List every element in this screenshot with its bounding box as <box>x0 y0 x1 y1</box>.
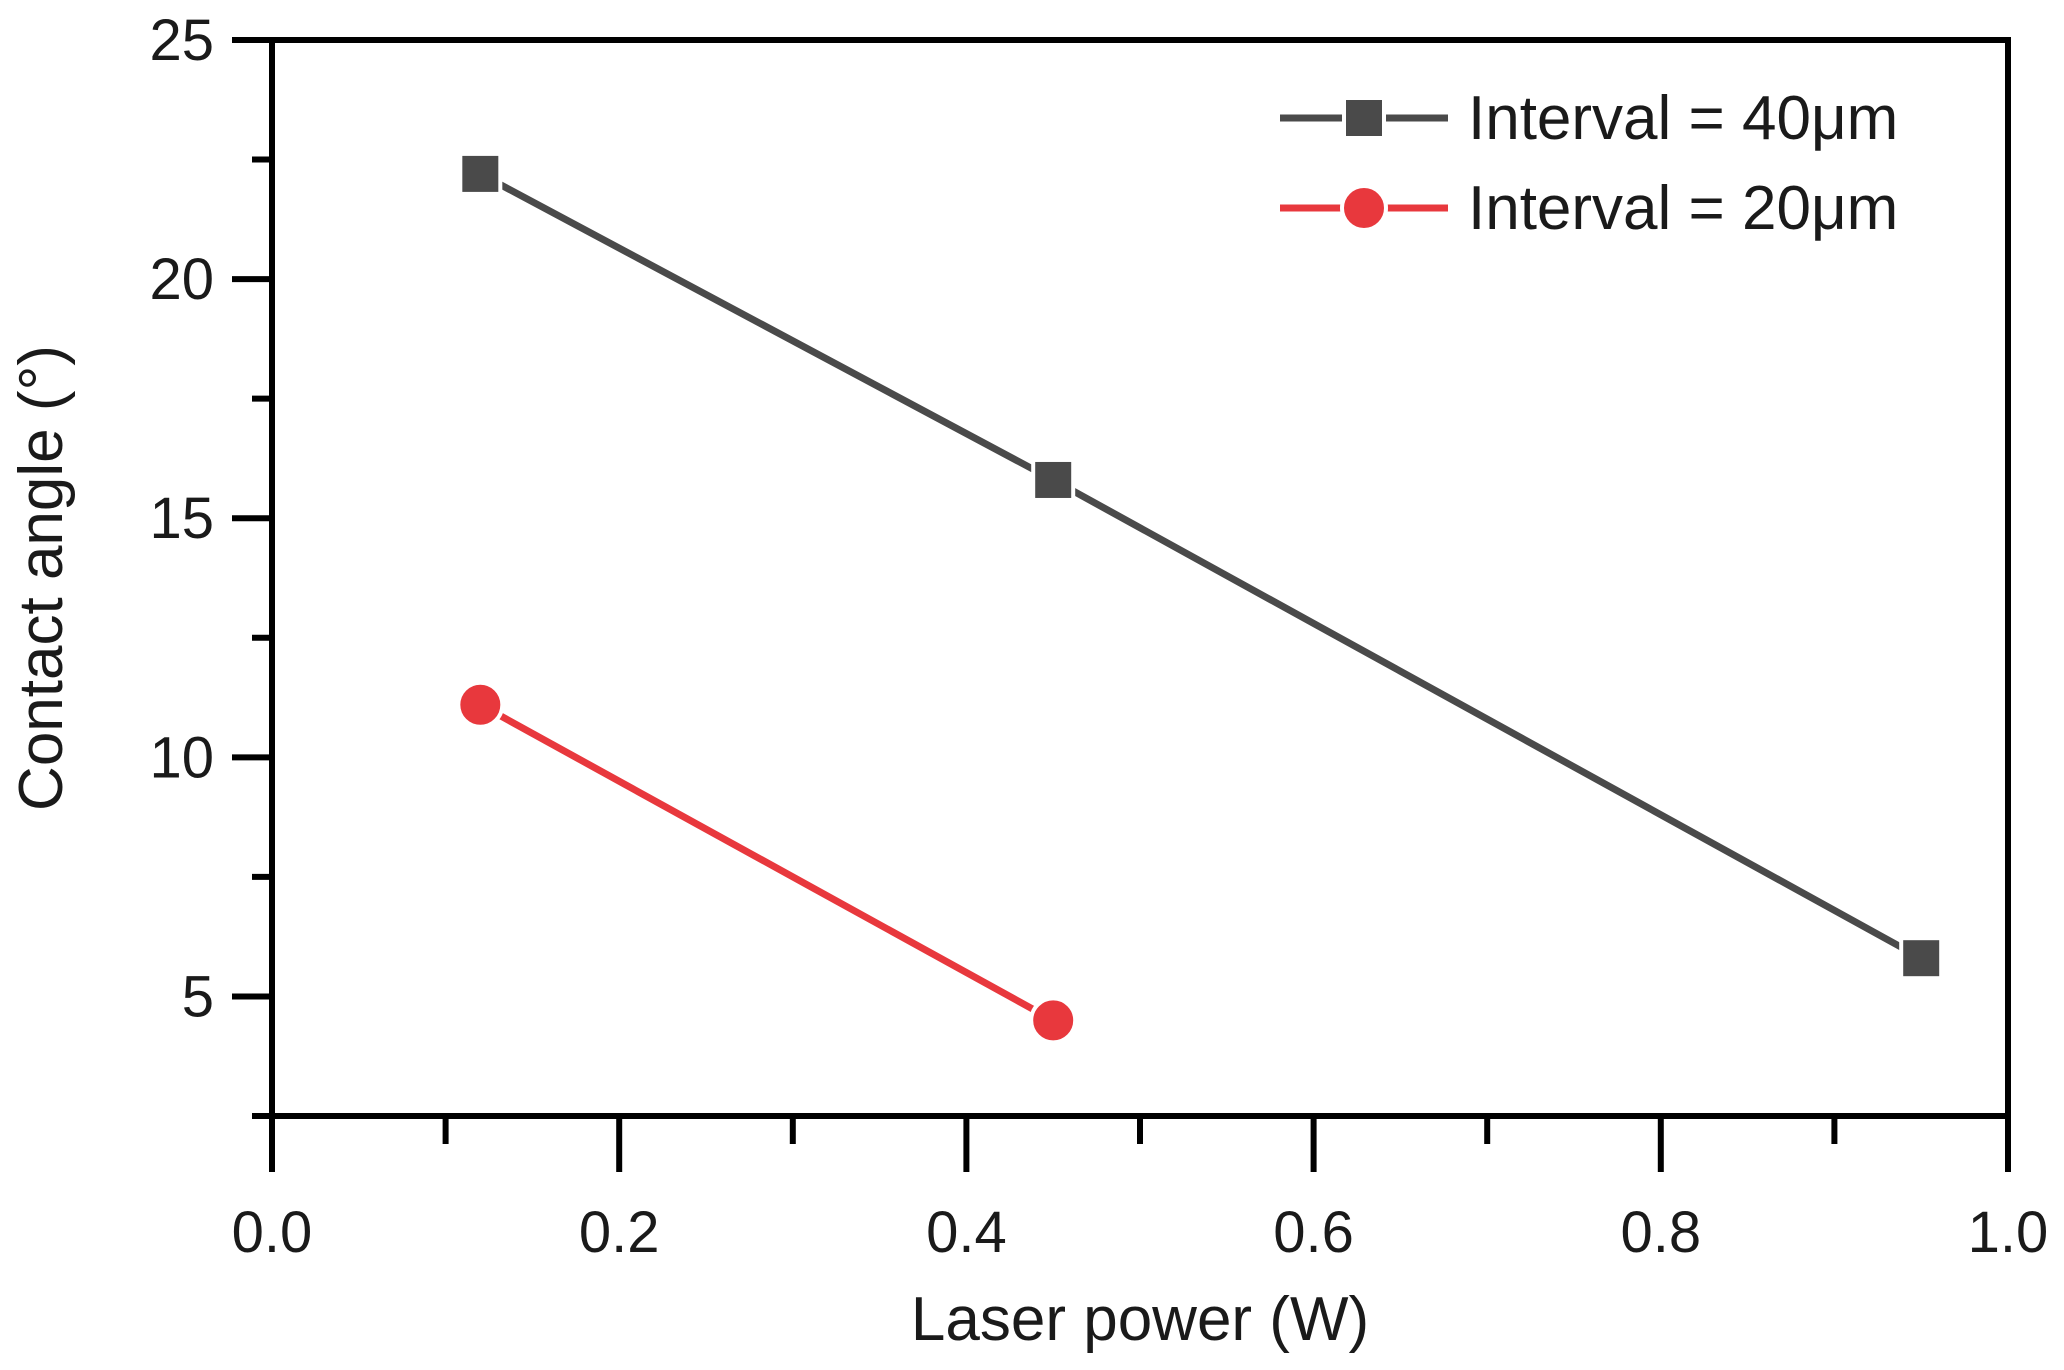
series-2 <box>456 680 1078 1045</box>
y-tick-label: 5 <box>182 964 214 1029</box>
data-point <box>1899 936 1944 981</box>
y-tick-label: 15 <box>149 486 214 551</box>
legend-entry-1: Interval = 40μm <box>1280 84 1898 153</box>
y-tick-label: 20 <box>149 247 214 312</box>
data-point <box>1029 996 1078 1045</box>
ticks: 0.0 0.2 0.4 0.6 0.8 1.0 5 10 15 20 25 <box>149 8 2048 1265</box>
series-1 <box>458 151 1944 981</box>
series-line <box>478 170 1923 962</box>
data-point <box>456 680 505 729</box>
series <box>456 151 1944 1045</box>
x-tick-label: 0.2 <box>579 1200 660 1265</box>
legend-marker <box>1340 184 1388 232</box>
legend: Interval = 40μm Interval = 20μm <box>1280 84 1898 243</box>
legend-marker <box>1342 96 1386 140</box>
data-point <box>458 151 503 196</box>
legend-label: Interval = 20μm <box>1468 174 1898 243</box>
x-tick-label: 1.0 <box>1968 1200 2049 1265</box>
series-line <box>478 701 1055 1024</box>
y-tick-label: 10 <box>149 725 214 790</box>
legend-entry-2: Interval = 20μm <box>1280 174 1898 243</box>
x-tick-label: 0.6 <box>1273 1200 1354 1265</box>
x-tick-label: 0.4 <box>926 1200 1007 1265</box>
x-tick-label: 0.0 <box>232 1200 313 1265</box>
legend-label: Interval = 40μm <box>1468 84 1898 153</box>
x-axis-title: Laser power (W) <box>911 1285 1369 1354</box>
x-tick-label: 0.8 <box>1620 1200 1701 1265</box>
y-axis-title: Contact angle (°) <box>7 345 76 811</box>
y-tick-label: 25 <box>149 8 214 73</box>
data-point <box>1031 457 1076 502</box>
